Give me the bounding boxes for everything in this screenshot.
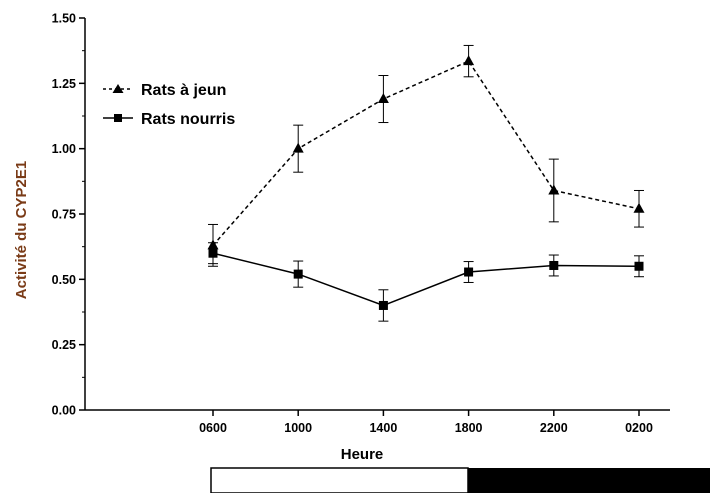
x-tick-label: 0200 [625,421,653,435]
y-tick-label: 0.75 [52,208,76,222]
legend-triangle-marker [112,84,124,93]
y-ticks: 0.00 0.25 0.50 0.75 1.00 1.25 1.50 [52,12,85,418]
y-tick-label: 0.25 [52,338,76,352]
x-tick-label: 1800 [455,421,483,435]
y-tick-label: 0.50 [52,273,76,287]
legend-square-marker [114,114,122,122]
data-point-square [464,267,474,277]
data-point-triangle [633,202,645,213]
data-point-square [208,248,218,258]
legend-label-fed: Rats nourris [141,111,235,128]
series-fasted [207,44,645,267]
series-fed [208,242,644,322]
y-tick-label: 0.00 [52,404,76,418]
data-point-triangle [292,142,304,153]
x-tick-label: 0600 [199,421,227,435]
x-tick-label: 1000 [284,421,312,435]
y-tick-label: 1.50 [52,12,76,26]
data-point-triangle [548,184,560,195]
data-point-square [634,261,644,271]
x-tick-label: 1400 [369,421,397,435]
legend-label-fasted: Rats à jeun [141,82,226,99]
series-line [212,252,640,307]
x-tick-label: 2200 [540,421,568,435]
dark-phase-bar [468,468,710,493]
axes [84,18,670,411]
x-ticks: 0600 1000 1400 1800 2200 0200 [199,410,653,435]
y-tick-label: 1.00 [52,142,76,156]
series-line [212,60,640,246]
data-point-triangle [463,55,475,66]
legend: Rats à jeun Rats nourris [103,82,235,128]
light-dark-bar [210,467,710,493]
data-point-square [293,269,303,279]
y-axis-title: Activité du CYP2E1 [13,161,30,299]
series-layer [207,44,645,322]
legend-item-fasted: Rats à jeun [103,82,226,99]
y-tick-label: 1.25 [52,77,76,91]
light-phase-bar [210,467,469,493]
legend-item-fed: Rats nourris [103,111,235,128]
data-point-square [378,300,388,310]
x-axis-title: Heure [341,446,384,463]
data-point-square [549,260,559,270]
data-point-triangle [377,93,389,104]
